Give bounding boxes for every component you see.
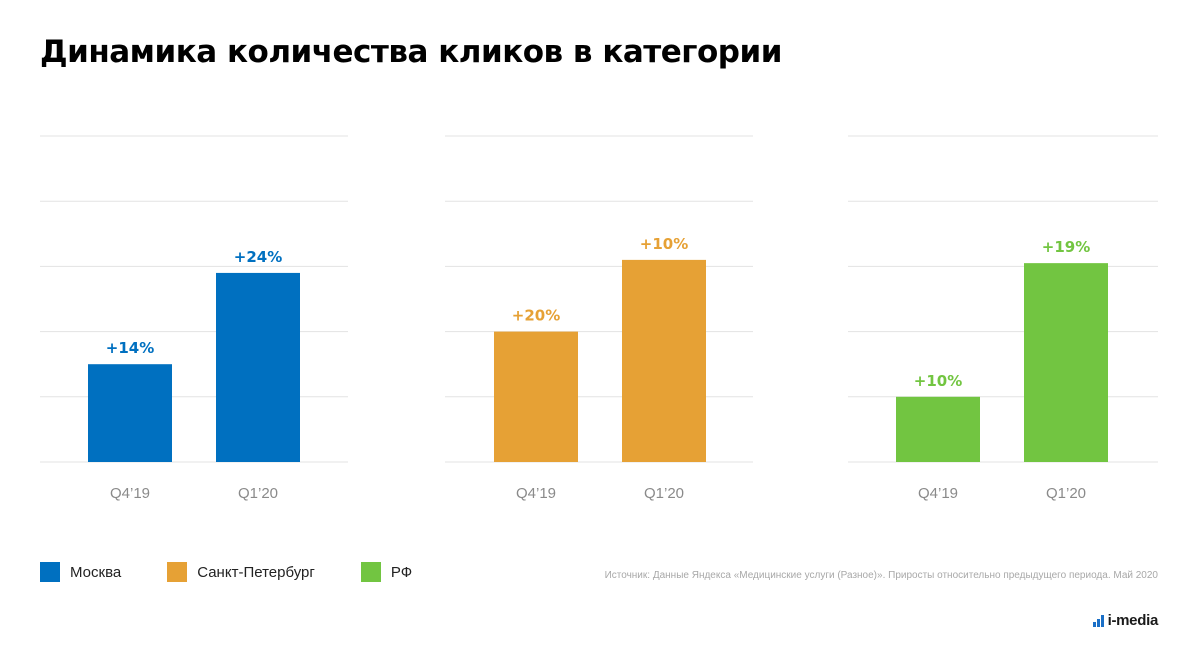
- legend: Москва Санкт-Петербург РФ: [40, 562, 458, 582]
- legend-item-moscow: Москва: [40, 562, 121, 582]
- legend-item-spb: Санкт-Петербург: [167, 562, 315, 582]
- legend-label: Москва: [70, 563, 122, 581]
- x-tick-label: Q1’20: [1046, 485, 1086, 502]
- legend-swatch: [167, 562, 188, 582]
- charts-area: +14% Q4’19 +24% Q1’20 +20% Q4’19 +10% Q1’20 +10%…: [40, 135, 1158, 502]
- data-label: +14%: [106, 339, 154, 357]
- data-label: +19%: [1042, 238, 1090, 256]
- legend-label: Санкт-Петербург: [197, 563, 315, 581]
- bar: [216, 272, 300, 462]
- bar: [896, 396, 980, 462]
- x-tick-label: Q1’20: [644, 485, 684, 502]
- source-note: Источник: Данные Яндекса «Медицинские ус…: [604, 570, 1158, 581]
- x-tick-label: Q4’19: [110, 485, 150, 502]
- logo-bars-icon: [1092, 614, 1105, 627]
- x-tick-label: Q4’19: [918, 485, 958, 502]
- legend-item-rf: РФ: [360, 562, 413, 582]
- x-tick-label: Q4’19: [516, 485, 556, 502]
- data-label: +10%: [640, 235, 688, 253]
- legend-label: РФ: [390, 563, 413, 581]
- page-title: Динамика количества кликов в категории: [40, 34, 782, 70]
- data-label: +24%: [234, 248, 282, 266]
- x-tick-label: Q1’20: [238, 485, 278, 502]
- bar: [88, 364, 172, 462]
- bar: [1024, 263, 1108, 462]
- legend-swatch: [40, 562, 60, 582]
- logo-text: i-media: [1107, 612, 1159, 629]
- data-label: +20%: [512, 307, 560, 325]
- bar: [494, 331, 578, 462]
- brand-logo: i-media: [1092, 612, 1159, 629]
- legend-swatch: [360, 562, 381, 582]
- bar: [622, 259, 706, 462]
- data-label: +10%: [914, 372, 962, 390]
